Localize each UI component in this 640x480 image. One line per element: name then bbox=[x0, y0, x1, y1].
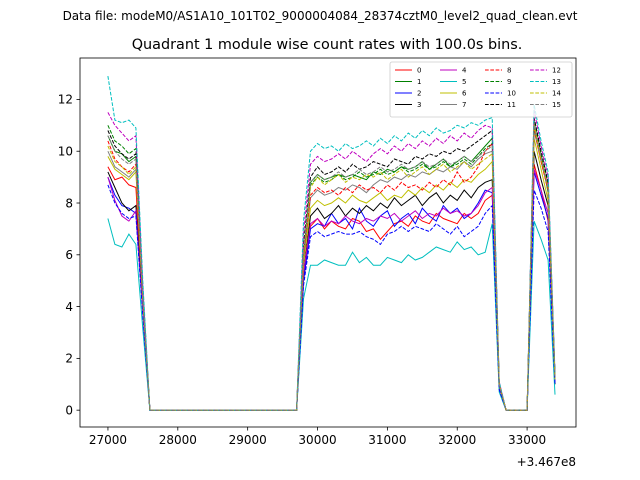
series-line-2 bbox=[107, 171, 556, 411]
series-line-11 bbox=[107, 117, 556, 411]
y-tick-label: 4 bbox=[65, 300, 73, 314]
series-line-8 bbox=[107, 127, 556, 411]
series-line-0 bbox=[107, 164, 556, 411]
legend-label-2: 2 bbox=[417, 90, 421, 98]
legend-label-4: 4 bbox=[462, 67, 467, 75]
series-line-12 bbox=[107, 109, 556, 411]
legend-label-3: 3 bbox=[417, 101, 421, 109]
series-line-14 bbox=[107, 125, 556, 411]
x-tick-label: 33000 bbox=[508, 433, 546, 447]
series-line-7 bbox=[107, 130, 556, 411]
legend-label-13: 13 bbox=[552, 78, 561, 86]
legend-label-10: 10 bbox=[507, 90, 516, 98]
legend-label-14: 14 bbox=[552, 90, 561, 98]
y-tick-label: 2 bbox=[65, 352, 73, 366]
legend-frame bbox=[389, 61, 573, 118]
x-axis: 27000 28000 29000 30000 31000 32000 33000 bbox=[89, 427, 546, 447]
x-tick-label: 32000 bbox=[438, 433, 476, 447]
x-axis-offset-text: +3.467e8 bbox=[517, 455, 576, 469]
series-line-10 bbox=[107, 184, 556, 411]
legend-label-8: 8 bbox=[507, 67, 511, 75]
legend-label-15: 15 bbox=[552, 101, 561, 109]
plot-area bbox=[107, 76, 556, 411]
y-tick-label: 12 bbox=[58, 93, 73, 107]
x-tick-label: 31000 bbox=[368, 433, 406, 447]
legend-label-11: 11 bbox=[507, 101, 516, 109]
series-line-6 bbox=[107, 138, 556, 411]
series-line-4 bbox=[107, 169, 556, 411]
legend-label-1: 1 bbox=[417, 78, 421, 86]
y-tick-label: 10 bbox=[58, 145, 73, 159]
y-tick-label: 8 bbox=[65, 196, 73, 210]
y-tick-label: 6 bbox=[65, 248, 73, 262]
y-tick-label: 0 bbox=[65, 403, 73, 417]
series-line-9 bbox=[107, 119, 556, 411]
legend-label-6: 6 bbox=[462, 90, 467, 98]
series-line-15 bbox=[107, 122, 556, 411]
legend-label-9: 9 bbox=[507, 78, 511, 86]
x-tick-label: 27000 bbox=[89, 433, 127, 447]
suptitle: Data file: modeM0/AS1A10_101T02_90000040… bbox=[63, 9, 578, 23]
legend-label-0: 0 bbox=[417, 67, 421, 75]
series-line-1 bbox=[107, 125, 556, 411]
legend-label-5: 5 bbox=[462, 78, 466, 86]
legend-label-7: 7 bbox=[462, 101, 466, 109]
chart-title: Quadrant 1 module wise count rates with … bbox=[132, 37, 523, 53]
series-line-5 bbox=[107, 218, 556, 411]
legend-label-12: 12 bbox=[552, 67, 561, 75]
x-tick-label: 29000 bbox=[229, 433, 267, 447]
x-tick-label: 28000 bbox=[159, 433, 197, 447]
axes-frame bbox=[79, 57, 577, 428]
x-tick-label: 30000 bbox=[298, 433, 336, 447]
y-axis: 0 2 4 6 8 10 12 bbox=[58, 93, 80, 417]
